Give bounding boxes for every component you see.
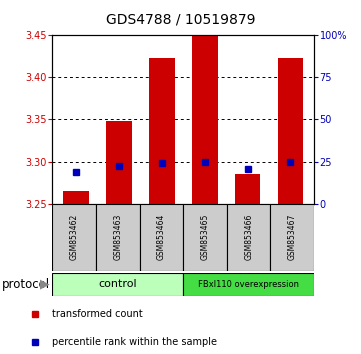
Text: GSM853466: GSM853466	[244, 214, 253, 261]
Bar	[96, 204, 140, 271]
Text: ▶: ▶	[40, 278, 50, 291]
Bar	[140, 204, 183, 271]
Text: GSM853463: GSM853463	[113, 214, 122, 261]
Text: percentile rank within the sample: percentile rank within the sample	[52, 337, 217, 347]
Bar	[278, 58, 303, 204]
Text: GSM853467: GSM853467	[288, 214, 297, 261]
Text: control: control	[99, 279, 137, 289]
Text: GSM853462: GSM853462	[70, 214, 79, 260]
Text: FBxl110 overexpression: FBxl110 overexpression	[198, 280, 299, 289]
Bar	[52, 204, 96, 271]
Bar	[52, 273, 183, 296]
Text: protocol: protocol	[2, 278, 50, 291]
Bar	[183, 273, 314, 296]
Bar	[227, 204, 270, 271]
Bar	[235, 174, 260, 204]
Text: GSM853464: GSM853464	[157, 214, 166, 261]
Text: transformed count: transformed count	[52, 309, 143, 320]
Bar	[183, 204, 227, 271]
Bar	[106, 121, 132, 204]
Text: GSM853465: GSM853465	[200, 214, 209, 261]
Bar	[270, 204, 314, 271]
Bar	[192, 35, 218, 204]
Bar	[63, 191, 89, 204]
Text: GDS4788 / 10519879: GDS4788 / 10519879	[106, 12, 255, 27]
Bar	[149, 58, 175, 204]
